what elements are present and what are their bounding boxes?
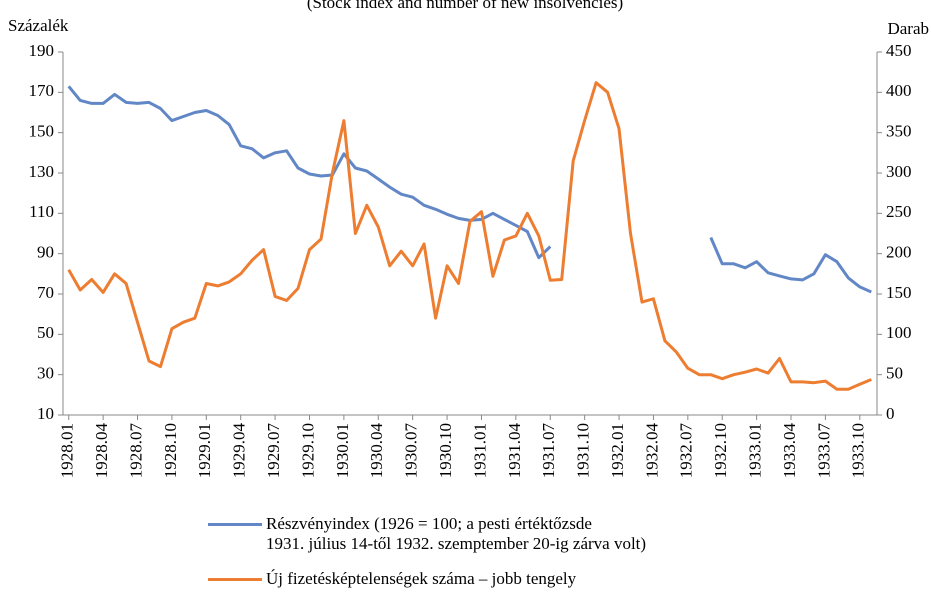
y-tick-label: 150 <box>29 122 55 141</box>
y-tick-label: 10 <box>37 404 54 423</box>
y2-tick-label: 200 <box>886 243 912 262</box>
x-tick-label: 1930.04 <box>367 423 386 479</box>
y2-tick-label: 0 <box>886 404 895 423</box>
y2-tick-label: 250 <box>886 202 912 221</box>
x-tick-label: 1928.10 <box>161 423 180 478</box>
x-tick-label: 1931.04 <box>505 423 524 479</box>
y-tick-label: 30 <box>37 364 54 383</box>
legend-label: Új fizetésképtelenségek száma – jobb ten… <box>266 569 577 588</box>
y2-tick-label: 100 <box>886 323 912 342</box>
x-tick-label: 1930.07 <box>402 423 421 479</box>
x-tick-label: 1932.10 <box>711 423 730 478</box>
y-tick-label: 190 <box>29 41 55 60</box>
legend-swatch <box>208 523 262 526</box>
x-tick-label: 1929.04 <box>230 423 249 479</box>
legend-swatch <box>208 578 262 581</box>
x-tick-label: 1933.04 <box>780 423 799 479</box>
y-axis-label: Százalék <box>8 16 69 35</box>
legend-item: Részvényindex (1926 = 100; a pesti érték… <box>208 514 646 554</box>
x-tick-label: 1929.07 <box>264 423 283 479</box>
series-line <box>67 81 872 391</box>
x-tick-label: 1929.01 <box>195 423 214 478</box>
chart-subtitle: (Stock index and number of new insolvenc… <box>307 0 623 12</box>
x-tick-label: 1928.01 <box>58 423 77 478</box>
y-tick-label: 110 <box>29 202 54 221</box>
x-tick-label: 1933.07 <box>814 423 833 479</box>
x-tick-label: 1931.07 <box>539 423 558 479</box>
y-tick-label: 170 <box>29 81 55 100</box>
y-tick-label: 90 <box>37 243 54 262</box>
y2-tick-label: 400 <box>886 81 912 100</box>
x-tick-label: 1930.10 <box>436 423 455 478</box>
x-tick-label: 1932.01 <box>608 423 627 478</box>
y2-tick-label: 50 <box>886 364 903 383</box>
legend-item: Új fizetésképtelenségek száma – jobb ten… <box>208 569 576 589</box>
series-line <box>67 85 872 294</box>
legend-label: Részvényindex (1926 = 100; a pesti érték… <box>266 514 647 553</box>
y-tick-label: 130 <box>29 162 55 181</box>
y2-tick-label: 450 <box>886 41 912 60</box>
y2-axis-label: Darab <box>887 19 929 38</box>
y-tick-label: 70 <box>37 283 54 302</box>
y2-tick-label: 150 <box>886 283 912 302</box>
x-tick-label: 1929.10 <box>298 423 317 478</box>
x-tick-label: 1933.01 <box>746 423 765 478</box>
x-tick-label: 1931.01 <box>470 423 489 478</box>
y2-tick-label: 300 <box>886 162 912 181</box>
x-tick-label: 1928.07 <box>126 423 145 479</box>
x-tick-label: 1933.10 <box>849 423 868 478</box>
y2-tick-label: 350 <box>886 122 912 141</box>
x-tick-label: 1931.10 <box>574 423 593 478</box>
y-tick-label: 50 <box>37 323 54 342</box>
x-tick-label: 1932.04 <box>642 423 661 479</box>
x-tick-label: 1928.04 <box>92 423 111 479</box>
x-tick-label: 1932.07 <box>677 423 696 479</box>
x-tick-label: 1930.01 <box>333 423 352 478</box>
